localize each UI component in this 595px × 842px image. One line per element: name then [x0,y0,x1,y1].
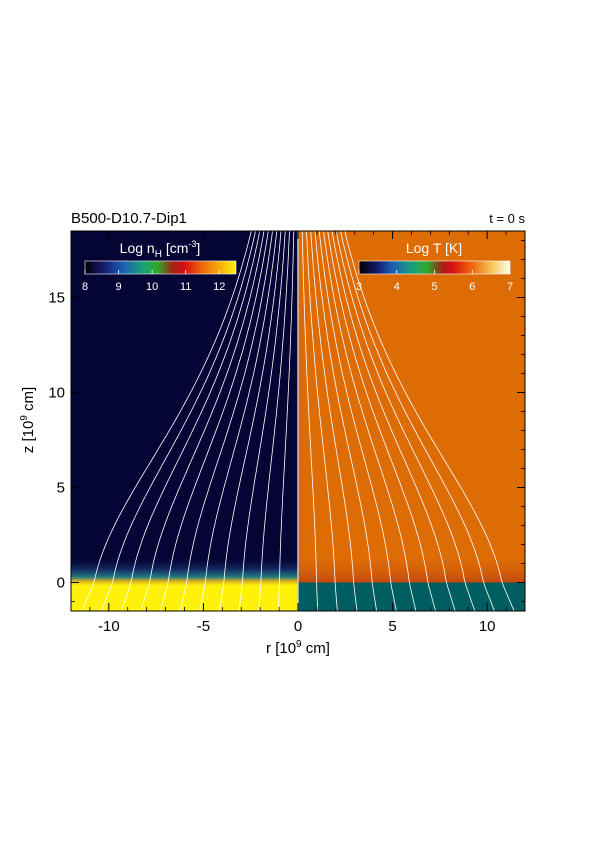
field-line [140,231,265,611]
time-label: t = 0 s [489,211,525,226]
density-corona-region [71,231,298,611]
field-line [160,231,269,611]
y-axis-title: z [109 cm] [19,387,37,453]
density-colorbar: Log nH [cm-3] 8 9 10 11 12 [82,239,237,293]
field-line [335,231,476,611]
x-tick-label: 10 [479,618,496,635]
field-line [314,231,377,611]
x-tick-label: -10 [98,618,120,635]
temperature-colorbar-ticks: 3 4 5 6 7 [356,270,513,293]
temperature-chromosphere-region [298,582,525,611]
field-line [306,231,338,611]
density-colorbar-title: Log nH [cm-3] [120,239,201,260]
field-line [219,231,282,611]
field-line [277,231,295,611]
field-line [310,231,358,611]
x-tick-label: -5 [197,618,210,635]
density-colorbar-gradient [84,260,237,275]
field-line [327,231,436,611]
field-line [199,231,278,611]
x-tick-label: 0 [294,618,302,635]
y-axis: 0 5 10 15 [48,240,525,602]
field-line [301,231,319,611]
plot-title: B500-D10.7-Dip1 [71,210,187,227]
colorbar-tick-label: 5 [431,281,437,293]
density-transition-region [71,556,298,586]
density-panel [71,231,298,611]
field-line [238,231,286,611]
field-line [323,231,417,611]
field-line [318,231,397,611]
field-line [179,231,273,611]
y-tick-label: 15 [48,290,65,307]
field-line [340,231,495,611]
field-line [81,231,252,611]
colorbar-tick-label: 9 [115,281,121,293]
x-tick-label: 5 [388,618,396,635]
y-tick-label: 10 [48,385,65,402]
field-line [258,231,290,611]
colorbar-tick-label: 6 [469,281,475,293]
density-field-lines [81,231,295,611]
temperature-field-lines [301,231,515,611]
temperature-corona-region [298,231,525,611]
y-tick-label: 0 [57,575,65,592]
field-line [120,231,261,611]
colorbar-tick-label: 3 [356,281,362,293]
x-axis-title: r [109 cm] [266,639,330,657]
field-line [101,231,256,611]
x-axis: -10 -5 0 5 10 [70,231,526,635]
colorbar-tick-label: 12 [213,281,225,293]
colorbar-tick-label: 4 [394,281,400,293]
temperature-colorbar-title: Log T [K] [406,240,462,256]
temperature-panel [298,231,525,611]
colorbar-tick-label: 10 [146,281,158,293]
density-chromosphere-region [71,582,298,611]
temperature-colorbar: Log T [K] 3 4 5 6 7 [356,240,513,293]
colorbar-tick-label: 11 [180,281,191,293]
colorbar-tick-label: 7 [507,281,513,293]
colorbar-tick-label: 8 [82,281,88,293]
temperature-transition-region [298,552,525,583]
field-line [331,231,456,611]
field-line [344,231,515,611]
y-tick-label: 5 [57,480,65,497]
density-colorbar-ticks: 8 9 10 11 12 [82,270,225,293]
